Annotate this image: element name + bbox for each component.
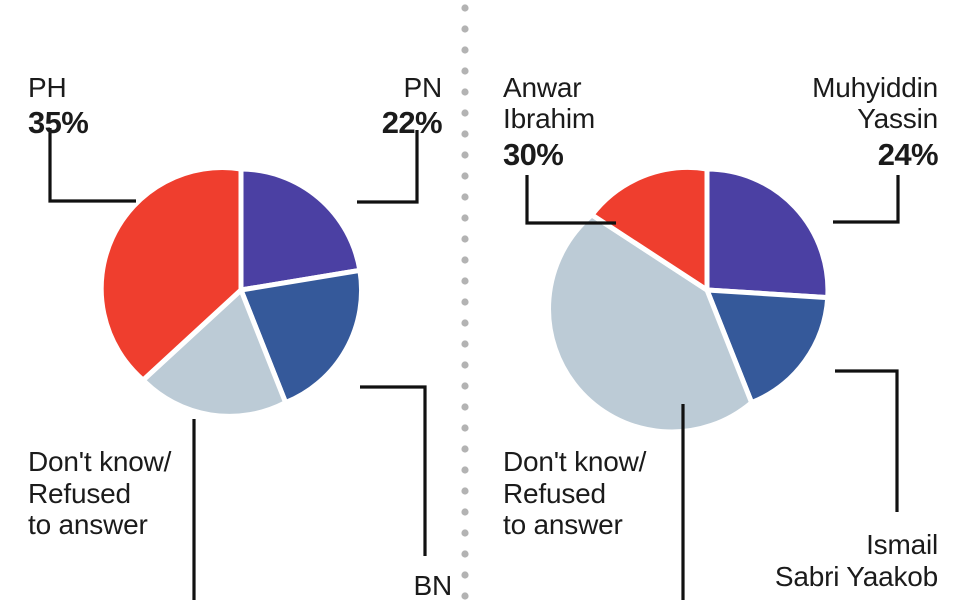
label-ph-percent: 35%	[28, 105, 89, 141]
leader-line-muhyiddin	[833, 175, 900, 224]
slice-ph[interactable]	[98, 165, 244, 384]
label-anwar-percent: 30%	[503, 136, 564, 172]
leader-line-pn	[357, 130, 419, 204]
label-muhyiddin: Muhyiddin Yassin 24%	[812, 40, 938, 204]
label-bn: BN	[413, 570, 453, 601]
slice-ismail[interactable]	[703, 287, 831, 406]
leader-line-bn	[360, 385, 427, 556]
label-muhyiddin-text: Muhyiddin Yassin	[812, 71, 938, 135]
slice-anwar[interactable]	[588, 165, 710, 295]
label-dont-know-right: Don't know/ Refused to answer	[503, 446, 647, 541]
label-ph: PH 35%	[28, 40, 89, 172]
leader-line-ph	[48, 128, 136, 203]
label-pn-percent: 22%	[381, 105, 443, 141]
slice-dont-know[interactable]	[139, 285, 289, 419]
leader-line-ismail	[835, 369, 899, 512]
slice-dont-know-right[interactable]	[546, 211, 755, 435]
label-anwar-text: Anwar Ibrahim	[503, 71, 595, 135]
label-ismail: Ismail Sabri Yaakob	[774, 529, 938, 592]
label-ph-text: PH	[28, 71, 67, 103]
right-leader-lines	[525, 175, 900, 600]
leader-line-anwar	[525, 175, 616, 225]
right-pie-slices	[546, 165, 831, 435]
left-pie-slices	[98, 165, 365, 419]
label-dont-know-left: Don't know/ Refused to answer	[28, 446, 172, 541]
slice-bn[interactable]	[237, 267, 365, 406]
slice-pn[interactable]	[238, 166, 363, 293]
left-leader-lines	[48, 128, 427, 600]
label-muhyiddin-percent: 24%	[877, 136, 939, 172]
label-pn-text: PN	[403, 71, 443, 103]
label-pn: PN 22%	[381, 40, 443, 172]
slice-muhyiddin[interactable]	[704, 166, 831, 301]
label-anwar: Anwar Ibrahim 30%	[503, 40, 595, 204]
dotted-divider	[461, 4, 469, 600]
